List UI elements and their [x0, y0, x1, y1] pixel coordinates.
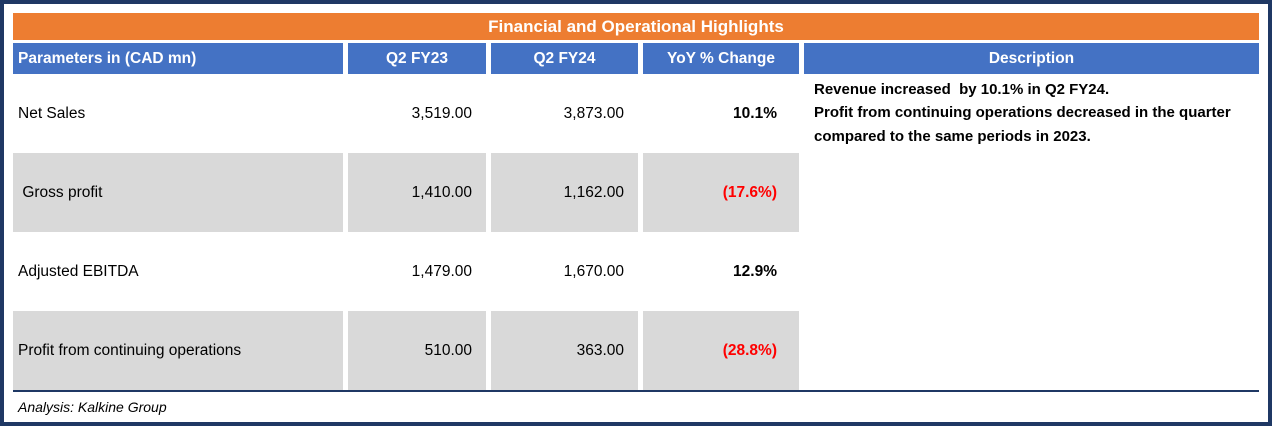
row-adjusted-ebitda-q2fy24: 1,670.00	[563, 262, 624, 280]
row-adjusted-ebitda-q2fy23: 1,479.00	[411, 262, 472, 280]
title-bar: Financial and Operational Highlights	[13, 13, 1259, 40]
column-header-parameters: Parameters in (CAD mn)	[13, 43, 343, 74]
row-net-sales-yoy: 10.1%	[733, 104, 777, 122]
row-gross-profit-q2fy24: 1,162.00	[491, 153, 638, 232]
row-gross-profit-label: Gross profit	[13, 153, 343, 232]
highlights-table: Parameters in (CAD mn) Q2 FY23 Q2 FY24 Y…	[13, 43, 1259, 390]
row-profit-continuing-ops-q2fy24: 363.00	[491, 311, 638, 390]
row-net-sales-q2fy23: 3,519.00	[411, 104, 472, 122]
row-net-sales-q2fy24: 3,873.00	[563, 104, 624, 122]
column-header-q2fy23: Q2 FY23	[348, 43, 486, 74]
row-profit-continuing-ops-yoy: (28.8%)	[643, 311, 799, 390]
column-header-yoy-change: YoY % Change	[643, 43, 799, 74]
report-title: Financial and Operational Highlights	[488, 17, 784, 36]
source-note: Analysis: Kalkine Group	[13, 390, 1259, 422]
row-net-sales-label: Net Sales	[18, 104, 86, 122]
row-gross-profit-yoy: (17.6%)	[643, 153, 799, 232]
row-adjusted-ebitda-yoy: 12.9%	[733, 262, 777, 280]
row-gross-profit-q2fy23: 1,410.00	[348, 153, 486, 232]
column-header-q2fy24: Q2 FY24	[491, 43, 638, 74]
column-header-description: Description	[804, 43, 1259, 74]
source-note-text: Analysis: Kalkine Group	[18, 399, 167, 415]
row-adjusted-ebitda-label: Adjusted EBITDA	[18, 262, 139, 280]
row-profit-continuing-ops-label: Profit from continuing operations	[13, 311, 343, 390]
row-profit-continuing-ops-q2fy23: 510.00	[348, 311, 486, 390]
description-text: Revenue increased by 10.1% in Q2 FY24. P…	[804, 74, 1259, 390]
